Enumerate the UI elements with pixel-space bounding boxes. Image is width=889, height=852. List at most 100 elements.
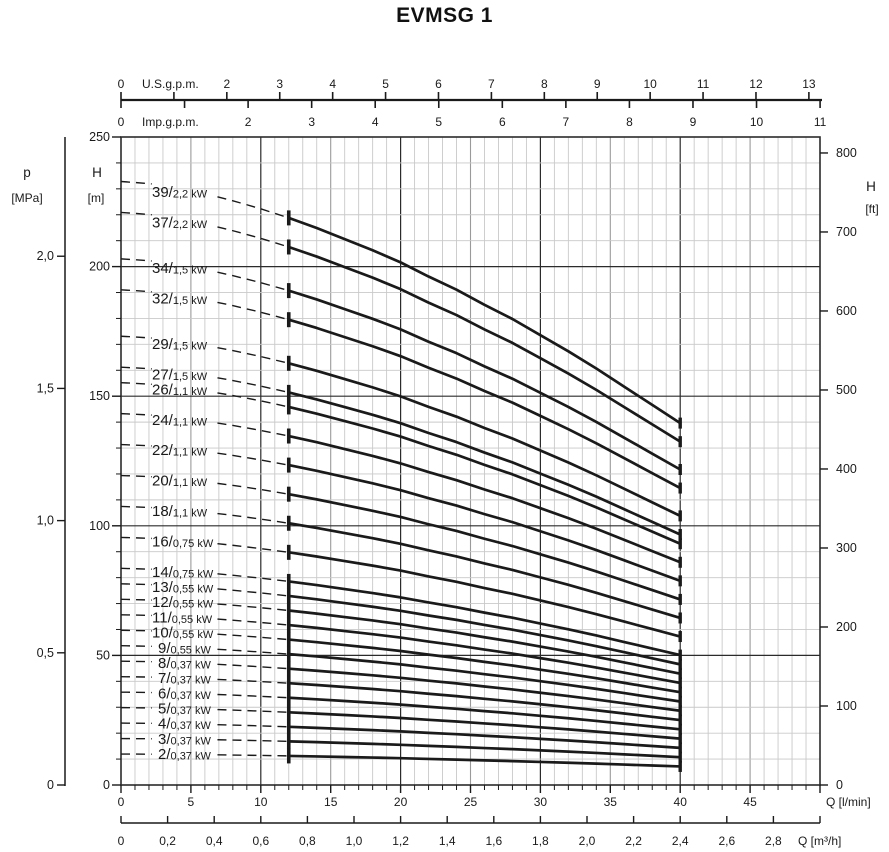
svg-text:200: 200	[836, 620, 857, 634]
curve-start-marker	[286, 733, 291, 749]
curve-27: 27/1,5 kW	[120, 366, 682, 540]
svg-text:8: 8	[541, 77, 548, 91]
curve-end-marker	[678, 677, 682, 689]
svg-text:H: H	[92, 165, 102, 180]
curve-solid	[288, 652, 681, 703]
curve-end-marker	[678, 464, 682, 476]
curve-dash-left	[120, 645, 152, 647]
curve-start-marker	[286, 210, 291, 226]
curve-dash-right	[217, 648, 289, 655]
curve-end-marker	[678, 723, 682, 735]
curve-solid	[288, 318, 681, 490]
curve-dash-left	[120, 258, 152, 262]
svg-text:0: 0	[118, 115, 125, 129]
svg-text:1,6: 1,6	[485, 834, 502, 848]
curve-34: 34/1,5 kW	[120, 258, 682, 476]
curve-dash-left	[120, 289, 152, 293]
curve-4: 4/0,37 kW	[120, 716, 682, 754]
curve-7: 7/0,37 kW	[120, 670, 682, 726]
curve-14: 14/0,75 kW	[120, 564, 682, 661]
svg-text:0: 0	[47, 778, 54, 792]
curve-solid	[288, 740, 681, 759]
curve-dash-left	[120, 474, 152, 478]
curve-label: 34/1,5 kW	[152, 260, 208, 277]
curve-dash-left	[120, 412, 152, 416]
svg-text:[MPa]: [MPa]	[11, 191, 42, 205]
curve-label: 24/1,1 kW	[152, 412, 208, 429]
curve-10: 10/0,55 kW	[120, 625, 682, 698]
curve-end-marker	[678, 631, 682, 643]
svg-text:25: 25	[464, 795, 478, 809]
svg-text:12: 12	[749, 77, 763, 91]
curve-label: 3/0,37 kW	[158, 731, 211, 748]
curve-37: 37/2,2 kW	[120, 211, 682, 448]
curve-start-marker	[286, 239, 291, 255]
svg-text:20: 20	[394, 795, 408, 809]
curve-start-marker	[286, 428, 291, 444]
curve-solid	[288, 594, 681, 666]
curve-dash-right	[217, 739, 289, 743]
curve-start-marker	[286, 632, 291, 648]
curve-label: 2/0,37 kW	[158, 746, 211, 763]
grid	[121, 137, 820, 785]
axis-us-imp-gpm: 0 2 3 4 5 6 7 8 9 10 11 12 13 U.S.g.p.m. 0 2 3 4 5 6 7 8 9 10 11…	[118, 77, 827, 129]
curve-label: 20/1,1 kW	[152, 473, 208, 490]
svg-text:11: 11	[814, 115, 827, 129]
curve-end-marker	[678, 510, 682, 522]
chart-title: EVMSG 1	[396, 4, 493, 27]
curve-start-marker	[286, 588, 291, 604]
curve-end-marker	[678, 714, 682, 726]
curve-start-marker	[286, 748, 291, 764]
curve-dash-left	[120, 583, 152, 586]
curve-start-marker	[286, 617, 291, 633]
svg-text:300: 300	[836, 541, 857, 555]
curve-start-marker	[286, 312, 291, 328]
curve-end-marker	[678, 751, 682, 763]
svg-text:2,0: 2,0	[579, 834, 596, 848]
curve-start-marker	[286, 603, 291, 619]
curve-end-marker	[678, 482, 682, 494]
curve-solid	[288, 216, 681, 425]
svg-text:6: 6	[499, 115, 506, 129]
svg-text:Q [l/min]: Q [l/min]	[826, 795, 871, 809]
curve-label: 11/0,55 kW	[152, 609, 213, 626]
curve-end-marker	[678, 436, 682, 448]
curve-dash-left	[120, 614, 152, 617]
axis-q-lmin: 0 5 10 15 20 25 30 35 40 45 Q [l/min]	[118, 785, 871, 809]
curve-20: 20/1,1 kW	[120, 473, 682, 605]
curve-start-marker	[286, 719, 291, 735]
svg-text:2,2: 2,2	[625, 834, 642, 848]
svg-text:15: 15	[324, 795, 338, 809]
svg-text:2,0: 2,0	[37, 249, 54, 263]
svg-text:U.S.g.p.m.: U.S.g.p.m.	[142, 77, 199, 91]
curve-label: 6/0,37 kW	[158, 685, 211, 702]
curve-dash-left	[120, 536, 152, 540]
svg-text:Q [m³/h]: Q [m³/h]	[798, 834, 841, 848]
svg-text:H: H	[866, 179, 876, 194]
curve-dash-right	[217, 301, 289, 321]
curve-solid	[288, 638, 681, 694]
curve-13: 13/0,55 kW	[120, 579, 682, 670]
svg-text:150: 150	[89, 389, 110, 403]
curve-6: 6/0,37 kW	[120, 685, 682, 735]
curve-12: 12/0,55 kW	[120, 594, 682, 680]
svg-text:2: 2	[223, 77, 230, 91]
curve-solid	[288, 725, 681, 750]
svg-text:7: 7	[563, 115, 570, 129]
curve-5: 5/0,37 kW	[120, 701, 682, 745]
svg-text:1,4: 1,4	[439, 834, 456, 848]
curve-dash-right	[217, 603, 289, 612]
curve-dash-right	[217, 723, 289, 728]
curve-end-marker	[678, 612, 682, 624]
curve-9: 9/0,55 kW	[120, 640, 682, 707]
curve-solid	[288, 710, 681, 740]
svg-text:2: 2	[245, 115, 252, 129]
svg-text:10: 10	[643, 77, 657, 91]
svg-text:40: 40	[674, 795, 688, 809]
curve-start-marker	[286, 355, 291, 371]
svg-text:700: 700	[836, 225, 857, 239]
curve-dash-left	[120, 567, 152, 570]
curve-start-marker	[286, 399, 291, 415]
